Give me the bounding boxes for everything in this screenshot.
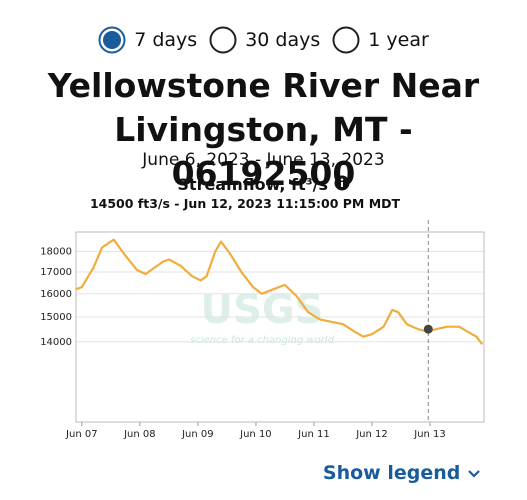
radio-option[interactable]: 30 days: [209, 26, 320, 54]
x-tick-label: Jun 09: [181, 429, 214, 440]
x-tick-label: Jun 07: [65, 429, 98, 440]
radio-button[interactable]: [209, 26, 237, 54]
radio-ring: [209, 26, 237, 54]
highlight-label: 14500 ft3/s - Jun 12, 2023 11:15:00 PM M…: [89, 196, 401, 211]
radio-button[interactable]: [332, 26, 360, 54]
radio-option[interactable]: 7 days: [98, 26, 197, 54]
radio-label: 7 days: [134, 29, 198, 51]
x-tick-label: Jun 12: [355, 429, 388, 440]
chart-title: Streamflow, ft³/s: [0, 175, 527, 194]
show-legend-text[interactable]: Show legend: [322, 462, 461, 484]
y-tick-label: 15000: [40, 312, 72, 323]
y-tick-label: 16000: [40, 289, 72, 300]
site-title: Yellowstone River Near Livingston, MT - …: [47, 66, 480, 193]
date-range: June 6, 2023 - June 13, 2023: [142, 150, 385, 170]
show-legend[interactable]: Show legend: [323, 462, 481, 484]
x-tick-label: Jun 13: [413, 429, 446, 440]
chart-title-text: Streamflow, ft³/s: [177, 175, 329, 194]
x-tick-label: Jun 10: [239, 429, 272, 440]
y-tick-label: 14000: [40, 337, 72, 348]
y-tick-label: 18000: [40, 246, 72, 257]
x-tick-label: Jun 11: [297, 429, 330, 440]
y-tick-label: 17000: [40, 267, 72, 278]
radio-ring: [98, 26, 126, 54]
radio-label: 30 days: [245, 29, 321, 51]
info-icon[interactable]: [334, 175, 350, 191]
watermark-tagline: science for a changing world: [190, 335, 335, 346]
radio-label: 1 year: [368, 29, 429, 51]
radio-dot: [103, 31, 122, 49]
x-tick-label: Jun 08: [123, 429, 156, 440]
plot-frame: [75, 231, 485, 423]
chevron: [468, 470, 480, 478]
radio-option[interactable]: 1 year: [332, 26, 429, 54]
range-options: 7 days 30 days 1 year: [0, 26, 527, 54]
cursor-point: [423, 324, 433, 334]
radio-button[interactable]: [98, 26, 126, 54]
radio-ring: [332, 26, 360, 54]
flow-line: [75, 238, 484, 346]
